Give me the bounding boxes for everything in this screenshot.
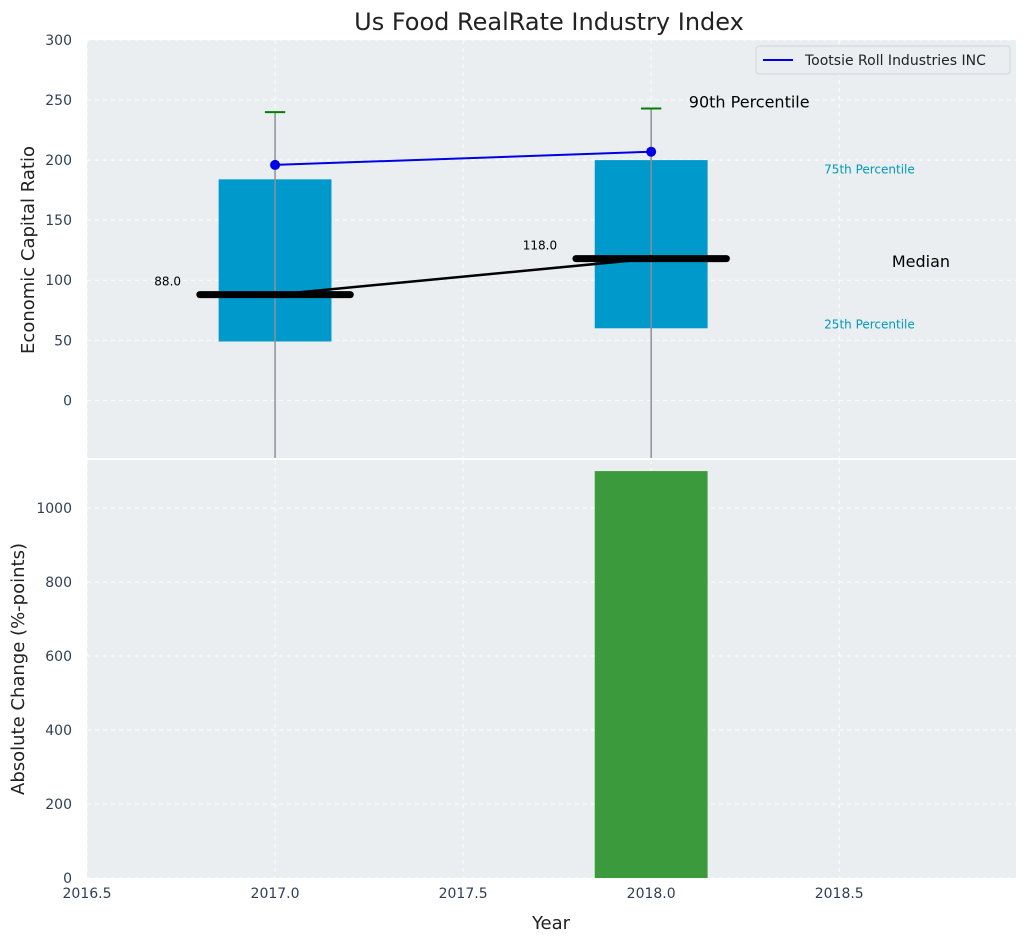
bottom-y-tick-label: 1000 <box>36 501 72 517</box>
top-y-tick-label: 250 <box>45 93 72 109</box>
x-tick-label: 2017.5 <box>439 886 488 902</box>
company-series-point <box>270 159 281 170</box>
top-series <box>270 146 657 296</box>
top-y-ticks: 0 50 100 150 200 250 300 <box>45 33 72 409</box>
median-trend-line <box>274 257 652 296</box>
bottom-bars <box>594 471 708 878</box>
bottom-y-tick-label: 200 <box>45 797 72 813</box>
bottom-panel: 0 200 400 600 800 1000 Absolute Change (%-poi… <box>8 460 1016 887</box>
x-tick-label: 2018.5 <box>815 886 864 902</box>
bottom-y-tick-label: 400 <box>45 723 72 739</box>
bottom-plot-background <box>87 460 1016 878</box>
top-y-tick-label: 150 <box>45 213 72 229</box>
annotation-25th-percentile: 25th Percentile <box>824 318 915 332</box>
annotation-75th-percentile: 75th Percentile <box>824 163 915 177</box>
x-axis-label: Year <box>531 913 571 934</box>
bottom-y-tick-label: 0 <box>63 871 72 887</box>
top-y-tick-label: 0 <box>63 393 72 409</box>
legend-box <box>755 45 1011 75</box>
x-ticks: 2016.5 2017.0 2017.5 2018.0 2018.5 <box>63 886 864 902</box>
change-bar <box>594 471 708 878</box>
annotation-90th-percentile: 90th Percentile <box>689 92 810 111</box>
top-panel: 0 50 100 150 200 250 300 88.0 118.0 90th Percen… <box>18 33 1016 458</box>
top-y-tick-label: 300 <box>45 33 72 49</box>
bottom-y-tick-label: 600 <box>45 649 72 665</box>
bottom-grid <box>86 460 1016 879</box>
top-y-tick-label: 100 <box>45 273 72 289</box>
top-annotations: 90th Percentile 75th Percentile Median 25th… <box>689 92 950 331</box>
x-tick-label: 2018.0 <box>627 886 676 902</box>
company-series-point <box>646 146 657 157</box>
top-y-axis-label: Economic Capital Ratio <box>18 146 39 354</box>
bottom-y-tick-label: 800 <box>45 575 72 591</box>
bottom-y-ticks: 0 200 400 600 800 1000 <box>36 501 72 887</box>
legend: Tootsie Roll Industries INC <box>755 45 1011 75</box>
annotation-median: Median <box>892 252 950 271</box>
x-tick-label: 2016.5 <box>63 886 112 902</box>
median-value-label: 88.0 <box>154 275 181 289</box>
chart-title: Us Food RealRate Industry Index <box>354 8 744 36</box>
top-y-tick-label: 200 <box>45 153 72 169</box>
top-y-tick-label: 50 <box>54 333 72 349</box>
company-series-line <box>275 150 652 166</box>
legend-entry: Tootsie Roll Industries INC <box>804 53 986 69</box>
x-tick-label: 2017.0 <box>251 886 300 902</box>
bottom-y-axis-label: Absolute Change (%-points) <box>8 543 29 795</box>
median-value-label: 118.0 <box>523 239 557 253</box>
